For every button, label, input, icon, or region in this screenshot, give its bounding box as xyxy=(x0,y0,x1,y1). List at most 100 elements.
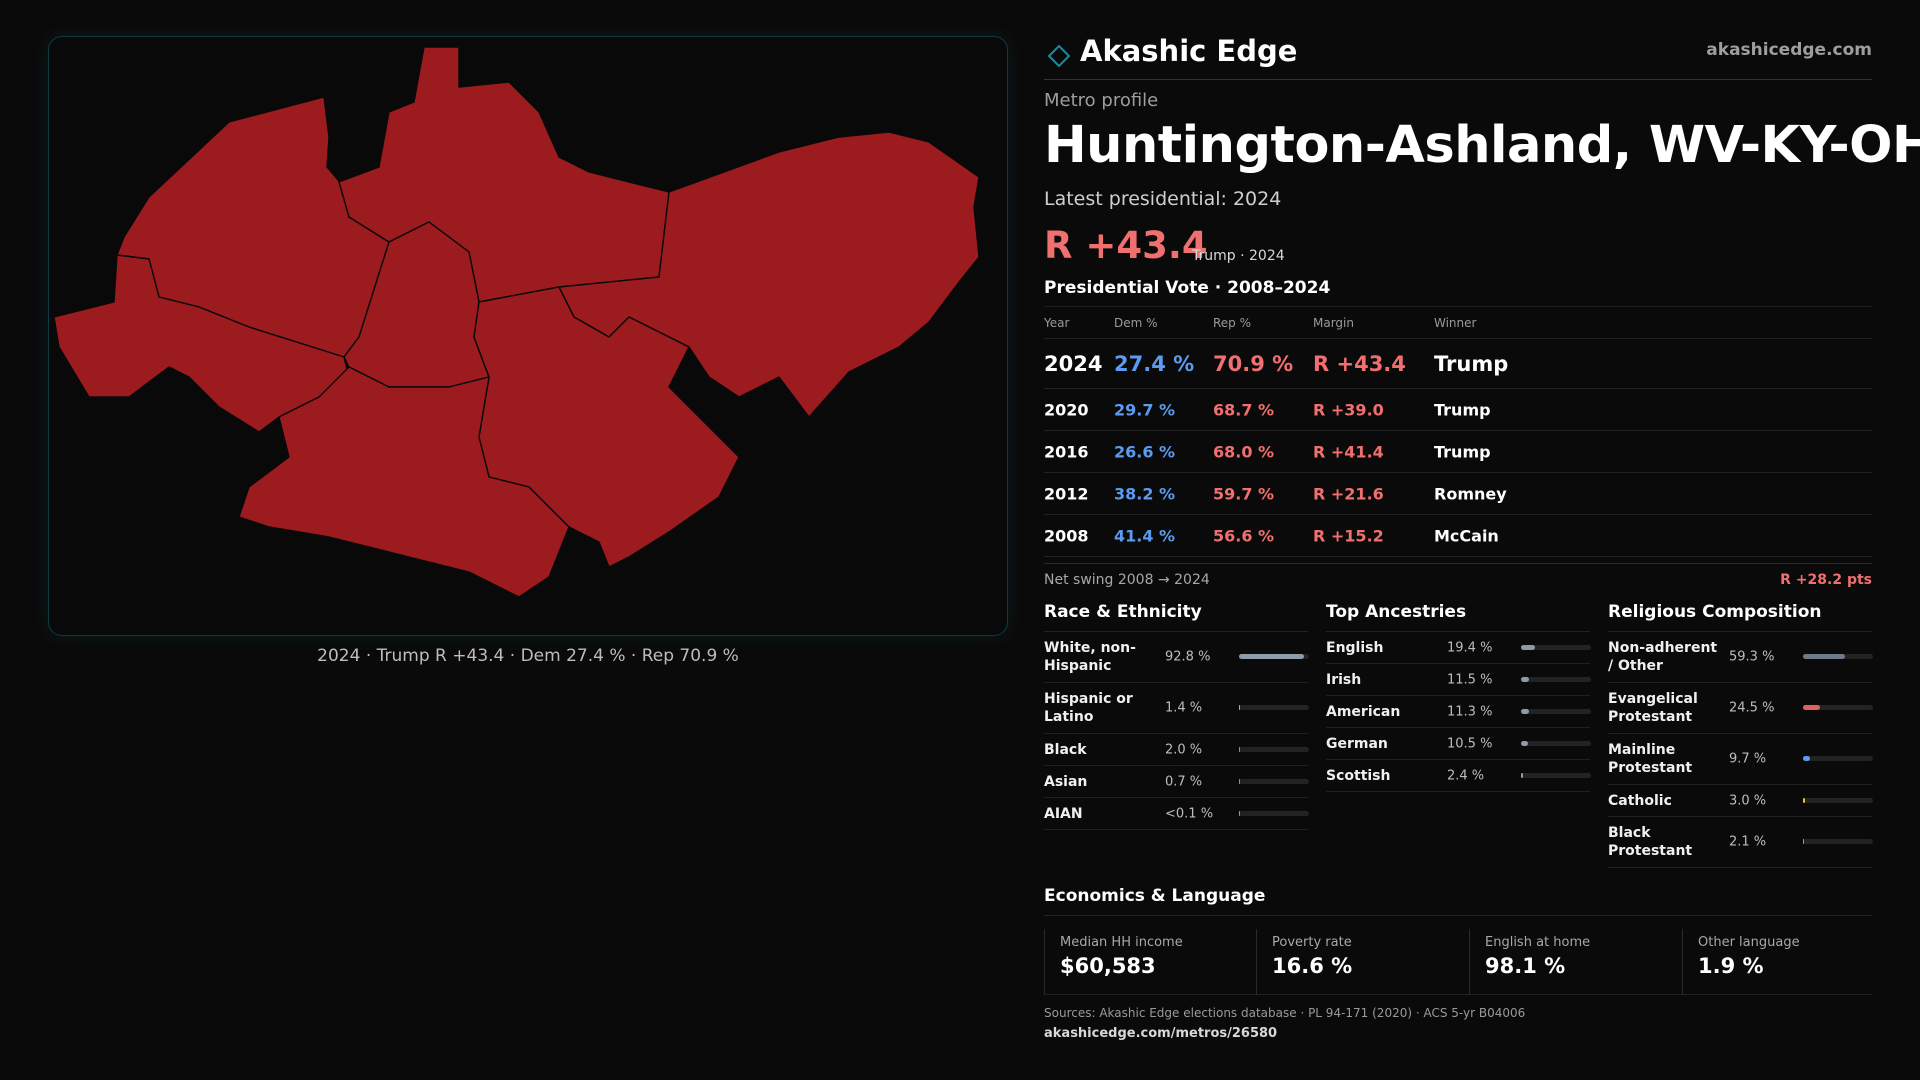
stat-value: 1.9 % xyxy=(1698,954,1764,978)
share-bar xyxy=(1521,772,1591,778)
county-shape[interactable] xyxy=(53,254,350,433)
share-bar-fill xyxy=(1239,778,1241,784)
share-bar xyxy=(1239,654,1309,659)
row-dem: 41.4 % xyxy=(1114,526,1176,545)
item-value: 11.3 % xyxy=(1447,704,1493,719)
row-winner: McCain xyxy=(1434,526,1499,545)
stat-card: Poverty rate 16.6 % xyxy=(1256,929,1463,995)
item-label: Evangelical Protestant xyxy=(1608,691,1698,725)
header-rep: Rep % xyxy=(1213,315,1252,330)
header-margin: Margin xyxy=(1313,315,1354,330)
headline-margin-sub: Trump · 2024 xyxy=(1192,248,1285,264)
vote-section-title: Presidential Vote · 2008–2024 xyxy=(1044,278,1331,298)
item-value: 24.5 % xyxy=(1729,700,1775,716)
item-label: English xyxy=(1326,639,1384,656)
stat-label: English at home xyxy=(1485,935,1591,950)
latest-presidential-label: Latest presidential: 2024 xyxy=(1044,188,1282,210)
item-value: 92.8 % xyxy=(1165,649,1211,665)
item-label: Catholic xyxy=(1608,792,1672,809)
share-bar xyxy=(1239,746,1309,752)
county-map[interactable] xyxy=(48,36,1008,636)
list-item: Irish 11.5 % xyxy=(1326,664,1591,696)
county-shapes xyxy=(53,46,980,598)
table-row: 2012 38.2 % 59.7 % R +21.6 Romney xyxy=(1044,473,1872,515)
row-year: 2016 xyxy=(1044,442,1089,461)
stat-card: Median HH income $60,583 xyxy=(1044,929,1251,995)
row-winner: Trump xyxy=(1434,351,1509,376)
stat-value: $60,583 xyxy=(1060,954,1156,978)
list-item: Catholic 3.0 % xyxy=(1608,785,1873,817)
stat-label: Other language xyxy=(1698,935,1800,950)
item-value: 2.0 % xyxy=(1165,742,1203,757)
row-margin: R +21.6 xyxy=(1313,484,1384,503)
row-dem: 29.7 % xyxy=(1114,400,1176,419)
row-dem: 26.6 % xyxy=(1114,442,1176,461)
sources-note: Sources: Akashic Edge elections database… xyxy=(1044,1006,1526,1020)
item-label: Non-adherent / Other xyxy=(1608,640,1718,674)
item-value: 19.4 % xyxy=(1447,640,1493,655)
share-bar xyxy=(1521,644,1591,650)
share-bar xyxy=(1803,756,1873,761)
share-bar-fill xyxy=(1521,740,1529,746)
brand-url-link[interactable]: akashicedge.com xyxy=(1706,40,1872,60)
list-item: Evangelical Protestant 24.5 % xyxy=(1608,683,1873,734)
item-label: Irish xyxy=(1326,671,1362,688)
brand-name[interactable]: Akashic Edge xyxy=(1080,34,1298,68)
item-label: Hispanic or Latino xyxy=(1044,691,1133,725)
county-map-svg[interactable] xyxy=(49,37,1008,636)
item-value: 2.1 % xyxy=(1729,834,1767,850)
item-value: 0.7 % xyxy=(1165,774,1203,789)
row-margin: R +41.4 xyxy=(1313,442,1384,461)
county-shape[interactable] xyxy=(238,366,570,598)
row-year: 2008 xyxy=(1044,526,1089,545)
item-value: <0.1 % xyxy=(1165,806,1214,821)
item-value: 3.0 % xyxy=(1729,793,1767,808)
share-bar xyxy=(1521,740,1591,746)
stat-value: 16.6 % xyxy=(1272,954,1353,978)
vote-table-header: Year Dem % Rep % Margin Winner xyxy=(1044,307,1872,339)
row-winner: Romney xyxy=(1434,484,1507,503)
item-label: Black Protestant xyxy=(1608,825,1693,859)
item-value: 11.5 % xyxy=(1447,672,1493,687)
share-bar xyxy=(1239,705,1309,710)
religion-section-title: Religious Composition xyxy=(1608,602,1872,632)
page-title: Huntington-Ashland, WV-KY-OH xyxy=(1044,116,1920,175)
row-rep: 70.9 % xyxy=(1213,351,1294,376)
share-bar-fill xyxy=(1239,654,1304,659)
share-bar-fill xyxy=(1521,644,1535,650)
row-rep: 68.7 % xyxy=(1213,400,1275,419)
list-item: English 19.4 % xyxy=(1326,632,1591,664)
page-eyebrow: Metro profile xyxy=(1044,90,1159,111)
share-bar-fill xyxy=(1803,839,1805,844)
share-bar-fill xyxy=(1803,705,1821,710)
share-bar xyxy=(1803,654,1873,659)
economics-cards: Median HH income $60,583 Poverty rate 16… xyxy=(1044,929,1872,995)
source-url-link[interactable]: akashicedge.com/metros/26580 xyxy=(1044,1026,1278,1041)
net-swing: Net swing 2008 → 2024 R +28.2 pts xyxy=(1044,563,1872,593)
list-item: White, non-Hispanic 92.8 % xyxy=(1044,632,1309,683)
share-bar xyxy=(1803,839,1873,844)
item-value: 59.3 % xyxy=(1729,649,1775,665)
map-caption: 2024 · Trump R +43.4 · Dem 27.4 % · Rep … xyxy=(317,646,739,666)
vote-table: Year Dem % Rep % Margin Winner 2024 27.4… xyxy=(1044,306,1872,557)
share-bar xyxy=(1803,705,1873,710)
table-row: 2020 29.7 % 68.7 % R +39.0 Trump xyxy=(1044,389,1872,431)
item-label: White, non-Hispanic xyxy=(1044,640,1136,674)
item-label: Scottish xyxy=(1326,767,1391,784)
table-row: 2008 41.4 % 56.6 % R +15.2 McCain xyxy=(1044,515,1872,557)
item-label: German xyxy=(1326,735,1388,752)
net-swing-label: Net swing 2008 → 2024 xyxy=(1044,572,1210,588)
row-margin: R +39.0 xyxy=(1313,400,1384,419)
share-bar xyxy=(1803,797,1873,803)
race-section-title: Race & Ethnicity xyxy=(1044,602,1308,632)
item-label: Asian xyxy=(1044,773,1088,790)
stat-card: English at home 98.1 % xyxy=(1469,929,1676,995)
row-winner: Trump xyxy=(1434,400,1491,419)
list-item: Asian 0.7 % xyxy=(1044,766,1309,798)
share-bar xyxy=(1239,810,1309,816)
list-item: Black Protestant 2.1 % xyxy=(1608,817,1873,868)
ancestries-section: Top Ancestries English 19.4 % Irish 11.5… xyxy=(1326,602,1591,792)
share-bar-fill xyxy=(1803,756,1810,761)
list-item: Scottish 2.4 % xyxy=(1326,760,1591,792)
table-row: 2024 27.4 % 70.9 % R +43.4 Trump xyxy=(1044,339,1872,389)
